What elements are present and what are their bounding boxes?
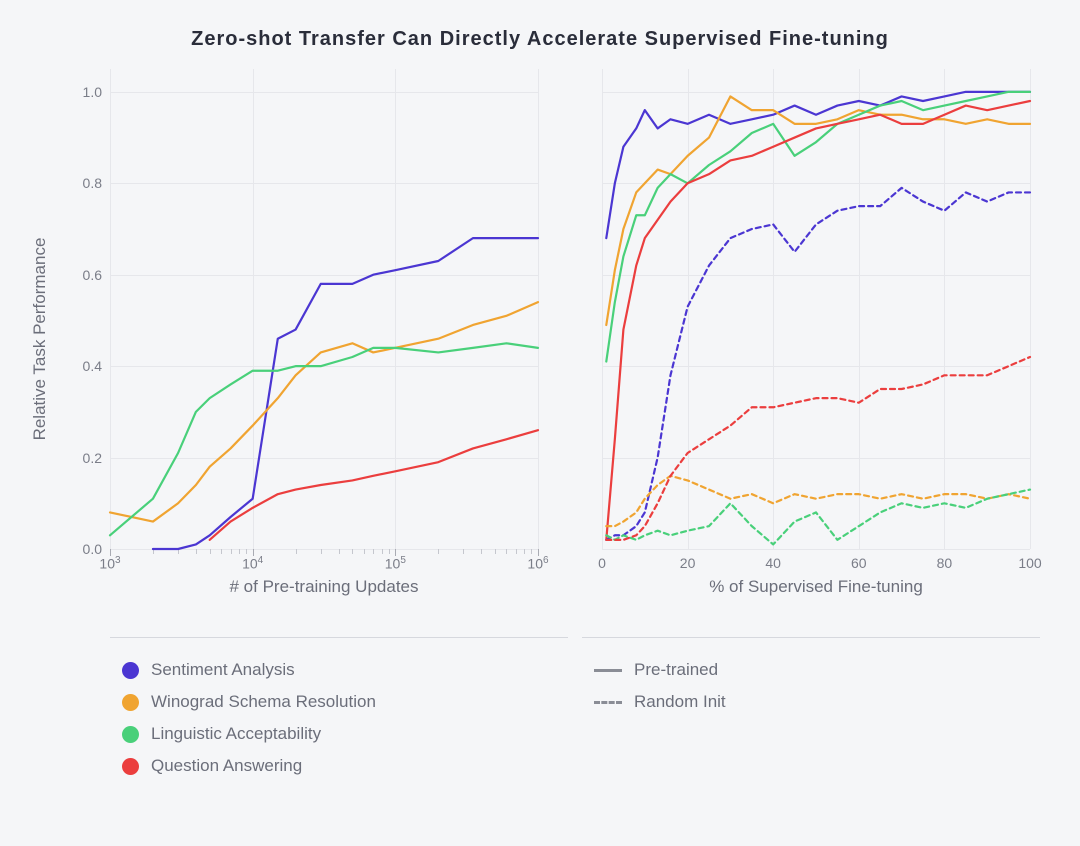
legend-item: Linguistic Acceptability — [122, 724, 568, 744]
legend-swatch-icon — [122, 662, 139, 679]
legend-swatch-icon — [122, 694, 139, 711]
y-tick-label: 0.8 — [83, 175, 110, 191]
legends-row: Sentiment Analysis Winograd Schema Resolu… — [110, 637, 1040, 788]
y-axis-label: Relative Task Performance — [30, 238, 50, 441]
legend-item: Sentiment Analysis — [122, 660, 568, 680]
legend-label: Question Answering — [151, 756, 302, 776]
legend-line-icon — [594, 701, 622, 704]
y-tick-label: 0.6 — [83, 267, 110, 283]
legend-item: Random Init — [594, 692, 1040, 712]
right-x-axis-label: % of Supervised Fine-tuning — [602, 577, 1030, 597]
x-tick-label: 103 — [99, 549, 120, 572]
y-tick-label: 0.2 — [83, 450, 110, 466]
legend-label: Winograd Schema Resolution — [151, 692, 376, 712]
legend-label: Sentiment Analysis — [151, 660, 295, 680]
legend-item: Question Answering — [122, 756, 568, 776]
x-tick-label: 100 — [1018, 549, 1041, 571]
legend-label: Random Init — [634, 692, 726, 712]
legend-swatch-icon — [122, 758, 139, 775]
y-tick-label: 0.4 — [83, 358, 110, 374]
legend-item: Pre-trained — [594, 660, 1040, 680]
legend-item: Winograd Schema Resolution — [122, 692, 568, 712]
x-tick-label: 60 — [851, 549, 867, 571]
legend-swatch-icon — [122, 726, 139, 743]
right-plot-area: 020406080100 — [602, 69, 1030, 549]
right-chart: 020406080100 % of Supervised Fine-tuning — [562, 69, 1040, 609]
legend-label: Pre-trained — [634, 660, 718, 680]
legend-label: Linguistic Acceptability — [151, 724, 321, 744]
legend-series-column: Sentiment Analysis Winograd Schema Resolu… — [110, 637, 568, 788]
x-tick-label: 40 — [765, 549, 781, 571]
y-tick-label: 1.0 — [83, 84, 110, 100]
chart-title: Zero-shot Transfer Can Directly Accelera… — [40, 28, 1040, 51]
legend-line-icon — [594, 669, 622, 672]
charts-row: Relative Task Performance 0.00.20.40.60.… — [70, 69, 1040, 609]
legend-styles-column: Pre-trained Random Init — [582, 637, 1040, 788]
x-tick-label: 80 — [937, 549, 953, 571]
x-tick-label: 20 — [680, 549, 696, 571]
left-chart: Relative Task Performance 0.00.20.40.60.… — [70, 69, 548, 609]
left-plot-area: 0.00.20.40.60.81.0103104105106 — [110, 69, 538, 549]
x-tick-label: 0 — [598, 549, 606, 571]
left-x-axis-label: # of Pre-training Updates — [110, 577, 538, 597]
